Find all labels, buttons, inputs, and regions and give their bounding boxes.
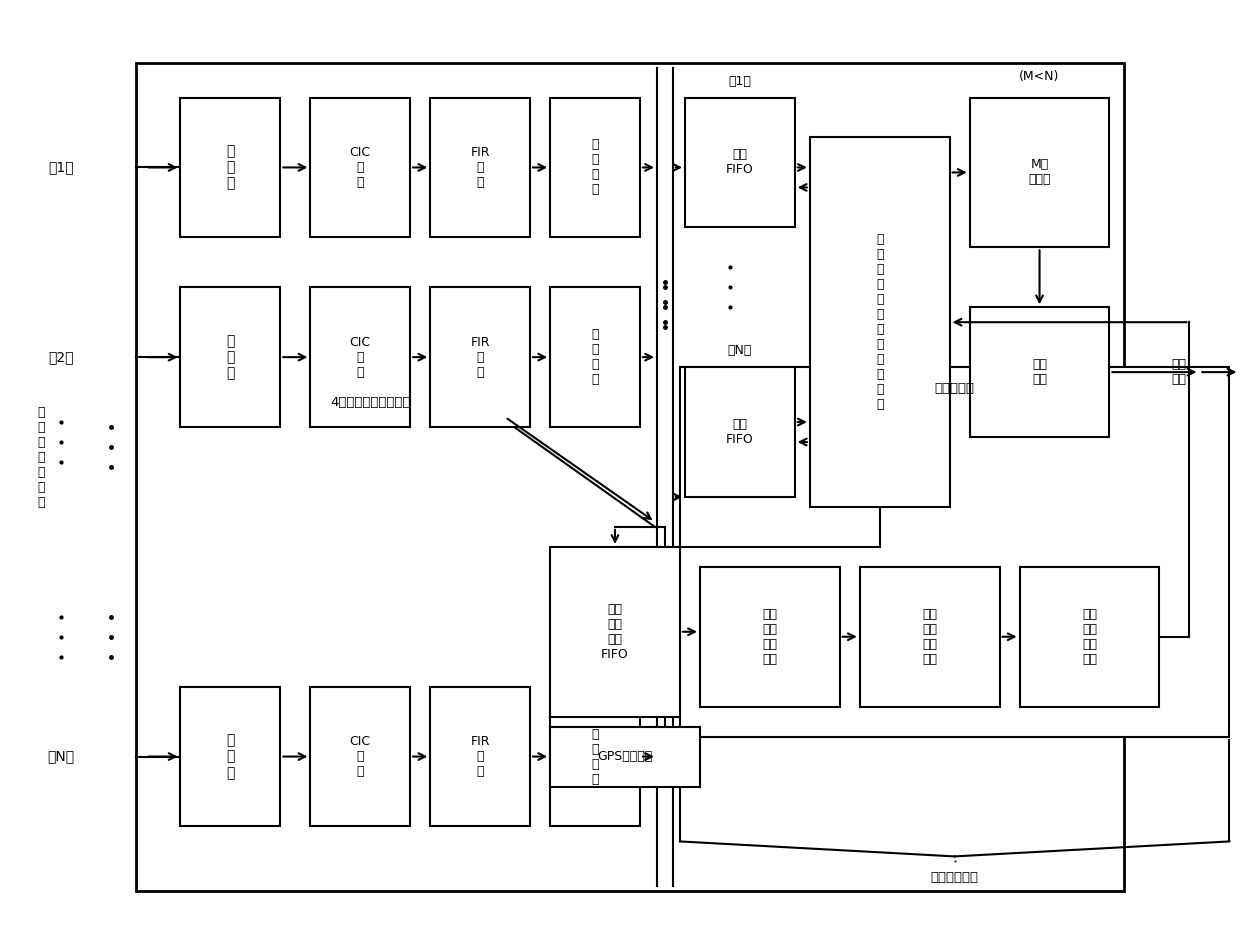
FancyBboxPatch shape [430,287,531,427]
Text: 能
量
检
测: 能 量 检 测 [591,328,599,387]
Text: 开环
定时
相位
检测: 开环 定时 相位 检测 [923,608,937,666]
FancyBboxPatch shape [181,687,280,827]
Text: 有
效
通
道
号
和
解
调
方
式
选
择: 有 效 通 道 号 和 解 调 方 式 选 择 [875,234,883,412]
FancyBboxPatch shape [551,97,640,237]
Text: 帧头预处理: 帧头预处理 [935,382,975,395]
Text: (M<N): (M<N) [1019,70,1060,83]
Text: 高速处理部分: 高速处理部分 [931,871,978,884]
Text: FIR
滤
波: FIR 滤 波 [470,336,490,378]
Text: 下
变
频: 下 变 频 [226,733,234,780]
FancyBboxPatch shape [684,367,795,497]
FancyBboxPatch shape [684,97,795,227]
FancyBboxPatch shape [859,566,999,706]
Text: 高速
频率
相关
补偿: 高速 频率 相关 补偿 [763,608,777,666]
FancyBboxPatch shape [699,566,839,706]
Text: FIR
滤
波: FIR 滤 波 [470,146,490,189]
FancyBboxPatch shape [310,97,410,237]
Text: 双正
交译
码和
判决: 双正 交译 码和 判决 [1083,608,1097,666]
Text: FIR
滤
波: FIR 滤 波 [470,735,490,778]
Text: 延时
FIFO: 延时 FIFO [725,148,754,176]
FancyBboxPatch shape [135,63,1125,892]
Text: 第2路: 第2路 [48,350,73,364]
FancyBboxPatch shape [430,687,531,827]
Text: 多
通
道
中
频
输
入: 多 通 道 中 频 输 入 [37,405,45,509]
Text: 下
变
频: 下 变 频 [226,145,234,191]
Text: CIC
抽
取: CIC 抽 取 [350,146,371,189]
FancyBboxPatch shape [970,307,1110,437]
Text: GPS时标输入: GPS时标输入 [598,750,652,763]
Text: M个
解调器: M个 解调器 [1028,159,1050,186]
FancyBboxPatch shape [810,137,950,507]
Text: 帧头
合路
存储
FIFO: 帧头 合路 存储 FIFO [601,603,629,661]
Text: 第1路: 第1路 [48,160,73,174]
FancyBboxPatch shape [430,97,531,237]
FancyBboxPatch shape [181,287,280,427]
Text: 第1路: 第1路 [728,74,751,87]
FancyBboxPatch shape [551,287,640,427]
Text: 4倍符号速率采样总线: 4倍符号速率采样总线 [330,396,410,409]
Text: CIC
抽
取: CIC 抽 取 [350,336,371,378]
Text: 接口
输出: 接口 输出 [1172,358,1187,387]
Text: 第N路: 第N路 [47,750,74,764]
FancyBboxPatch shape [551,687,640,827]
FancyBboxPatch shape [551,727,699,786]
FancyBboxPatch shape [680,367,1229,737]
FancyBboxPatch shape [970,97,1110,248]
Text: 能
量
检
测: 能 量 检 测 [591,728,599,785]
FancyBboxPatch shape [310,287,410,427]
Text: 合路
组包: 合路 组包 [1032,358,1047,387]
Text: 下
变
频: 下 变 频 [226,334,234,380]
Text: 延时
FIFO: 延时 FIFO [725,418,754,446]
FancyBboxPatch shape [310,687,410,827]
Text: 能
量
检
测: 能 量 检 测 [591,138,599,197]
FancyBboxPatch shape [1019,566,1159,706]
Text: CIC
抽
取: CIC 抽 取 [350,735,371,778]
FancyBboxPatch shape [551,547,680,717]
Text: 第N路: 第N路 [728,344,751,357]
FancyBboxPatch shape [181,97,280,237]
